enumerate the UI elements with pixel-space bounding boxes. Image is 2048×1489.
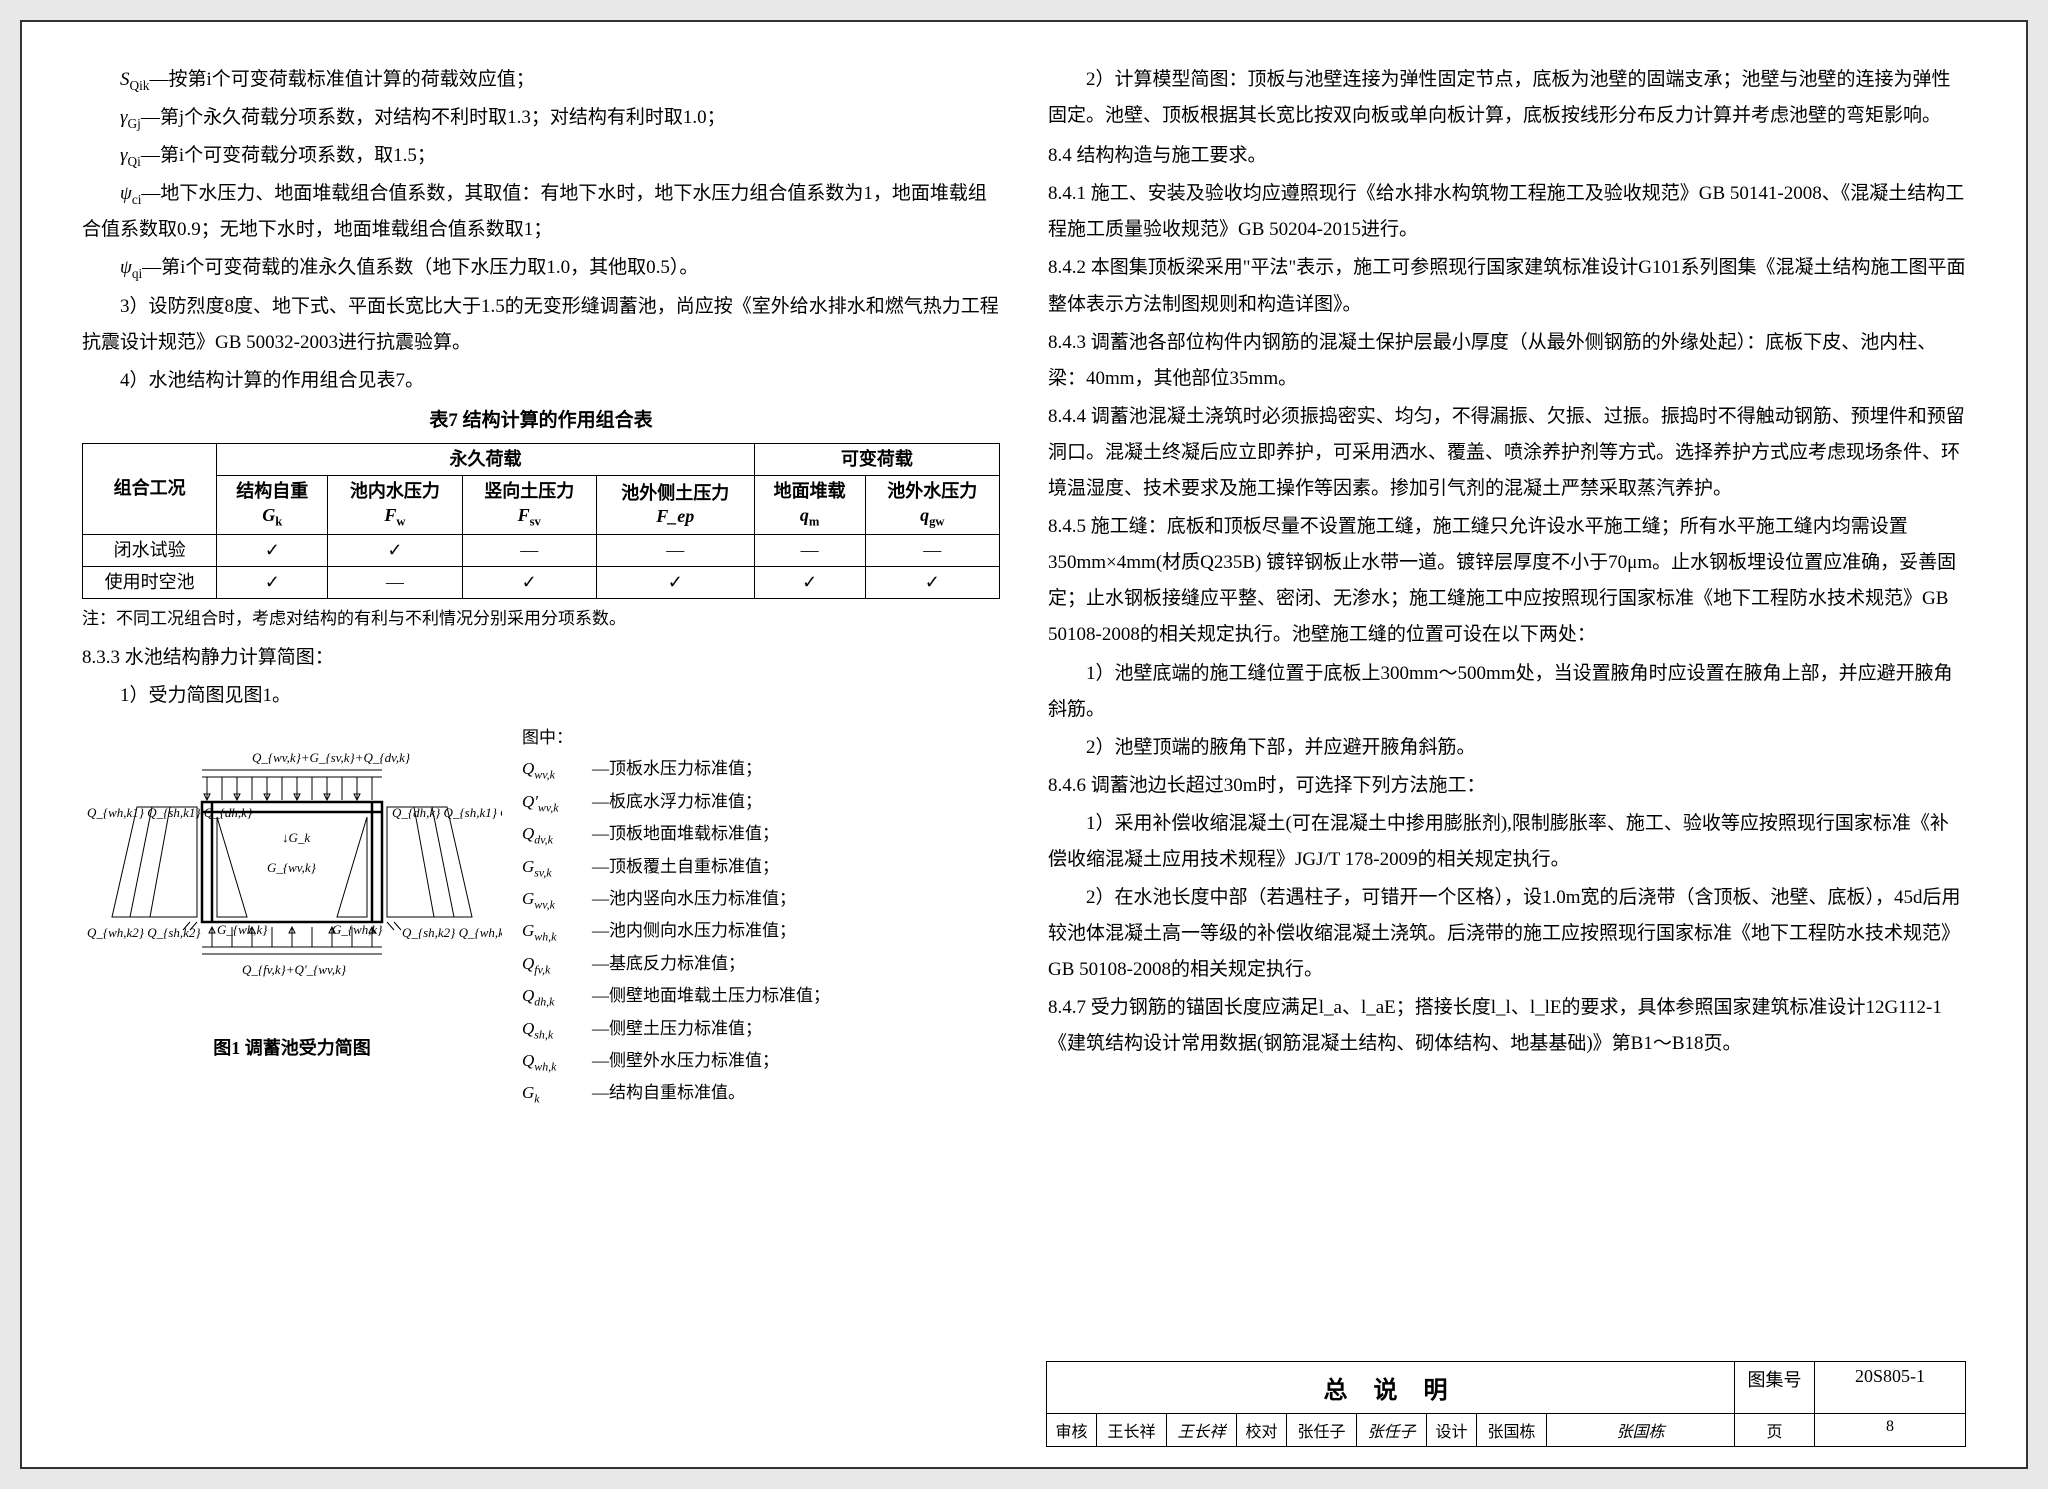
design-name: 张国栋 [1477, 1414, 1547, 1446]
p846-2: 2）在水池长度中部（若遇柱子，可错开一个区格），设1.0m宽的后浇带（含顶板、池… [1048, 880, 1966, 988]
design-sign: 张国栋 [1547, 1414, 1735, 1446]
p4: 4）水池结构计算的作用组合见表7。 [82, 363, 1000, 399]
p842: 8.4.2 本图集顶板梁采用"平法"表示，施工可参照现行国家建筑标准设计G101… [1048, 250, 1966, 322]
sheet-title: 总 说 明 [1047, 1362, 1735, 1413]
svg-text:Q_{fv,k}+Q'_{wv,k}: Q_{fv,k}+Q'_{wv,k} [242, 962, 347, 977]
group-var: 可变荷载 [754, 443, 999, 475]
p845-2: 2）池壁顶端的腋角下部，并应避开腋角斜筋。 [1048, 730, 1966, 766]
check-name: 张任子 [1287, 1414, 1357, 1446]
svg-text:Q_{sh,k2} Q_{wh,k2}: Q_{sh,k2} Q_{wh,k2} [402, 925, 502, 940]
figure1-legend: 图中： Qwv,k—顶板水压力标准值； Q'wv,k—板底水浮力标准值； Qdv… [522, 722, 830, 1110]
p-8-3-3-2: 2）计算模型简图：顶板与池壁连接为弹性固定节点，底板为池壁的固端支承；池壁与池壁… [1048, 62, 1966, 134]
c2: 池内水压力Fw [328, 476, 462, 534]
page-number: 8 [1815, 1414, 1965, 1446]
p3: 3）设防烈度8度、地下式、平面长宽比大于1.5的无变形缝调蓄池，尚应按《室外给水… [82, 289, 1000, 361]
p843: 8.4.3 调蓄池各部位构件内钢筋的混凝土保护层最小厚度（从最外侧钢筋的外缘处起… [1048, 325, 1966, 397]
def-pci: ψci—地下水压力、地面堆载组合值系数，其取值：有地下水时，地下水压力组合值系数… [82, 176, 1000, 248]
figure1-caption: 图1 调蓄池受力简图 [82, 1031, 502, 1065]
table-row: 闭水试验 ✓ ✓ — — — — [83, 534, 1000, 566]
figure1-area: Q_{wv,k}+G_{sv,k}+Q_{dv,k} Q_{wh,k1} Q_{… [82, 722, 1000, 1110]
table7: 组合工况 永久荷载 可变荷载 结构自重Gk 池内水压力Fw 竖向土压力Fsv 池… [82, 443, 1000, 600]
c4: 池外侧土压力F_ep [596, 476, 754, 534]
figure1-svg: Q_{wv,k}+G_{sv,k}+Q_{dv,k} Q_{wh,k1} Q_{… [82, 722, 502, 1012]
p845: 8.4.5 施工缝：底板和顶板尽量不设置施工缝，施工缝只允许设水平施工缝；所有水… [1048, 509, 1966, 653]
p846-1: 1）采用补偿收缩混凝土(可在混凝土中掺用膨胀剂),限制膨胀率、施工、验收等应按照… [1048, 806, 1966, 878]
series-number: 20S805-1 [1815, 1362, 1965, 1413]
p844: 8.4.4 调蓄池混凝土浇筑时必须振捣密实、均匀，不得漏振、欠振、过振。振捣时不… [1048, 399, 1966, 507]
figure1-box: Q_{wv,k}+G_{sv,k}+Q_{dv,k} Q_{wh,k1} Q_{… [82, 722, 502, 1110]
p845-1: 1）池壁底端的施工缝位置于底板上300mm～500mm处，当设置腋角时应设置在腋… [1048, 656, 1966, 728]
series-label: 图集号 [1735, 1362, 1815, 1413]
left-column: SQik—按第i个可变荷载标准值计算的荷载效应值； γGj—第j个永久荷载分项系… [82, 62, 1000, 1351]
c3: 竖向土压力Fsv [462, 476, 596, 534]
approve-sign: 王长祥 [1167, 1414, 1237, 1446]
check-label: 校对 [1237, 1414, 1287, 1446]
table-row: 使用时空池 ✓ — ✓ ✓ ✓ ✓ [83, 567, 1000, 599]
h833-1: 1）受力简图见图1。 [82, 678, 1000, 714]
approve-name: 王长祥 [1097, 1414, 1167, 1446]
svg-text:G_{wh,k}: G_{wh,k} [332, 922, 383, 937]
legend-title: 图中： [522, 722, 830, 753]
table7-title: 表7 结构计算的作用组合表 [82, 403, 1000, 439]
svg-text:Q_{dh,k} Q_{sh,k1} Q_{wh,k1}: Q_{dh,k} Q_{sh,k1} Q_{wh,k1} [392, 805, 502, 820]
svg-text:Q_{wh,k2} Q_{sh,k2}: Q_{wh,k2} Q_{sh,k2} [87, 925, 201, 940]
svg-text:G_{wh,k}: G_{wh,k} [217, 922, 268, 937]
svg-text:Q_{wv,k}+G_{sv,k}+Q_{dv,k}: Q_{wv,k}+G_{sv,k}+Q_{dv,k} [252, 750, 411, 765]
content-columns: SQik—按第i个可变荷载标准值计算的荷载效应值； γGj—第j个永久荷载分项系… [82, 62, 1966, 1351]
right-column: 2）计算模型简图：顶板与池壁连接为弹性固定节点，底板为池壁的固端支承；池壁与池壁… [1048, 62, 1966, 1351]
approve-label: 审核 [1047, 1414, 1097, 1446]
p847: 8.4.7 受力钢筋的锚固长度应满足l_a、l_aE；搭接长度l_l、l_lE的… [1048, 990, 1966, 1062]
def-sqik: SQik—按第i个可变荷载标准值计算的荷载效应值； [82, 62, 1000, 98]
design-label: 设计 [1427, 1414, 1477, 1446]
svg-text:Q_{wh,k1} Q_{sh,k1} Q_{dh,k}: Q_{wh,k1} Q_{sh,k1} Q_{dh,k} [87, 805, 253, 820]
svg-text:↓G_k: ↓G_k [282, 830, 310, 845]
h833: 8.3.3 水池结构静力计算简图： [82, 640, 1000, 676]
h84: 8.4 结构构造与施工要求。 [1048, 138, 1966, 174]
table7-note: 注：不同工况组合时，考虑对结构的有利与不利情况分别采用分项系数。 [82, 603, 1000, 635]
col-case: 组合工况 [83, 443, 217, 534]
group-perm: 永久荷载 [217, 443, 754, 475]
def-gqi: γQi—第i个可变荷载分项系数，取1.5； [82, 138, 1000, 174]
check-sign: 张任子 [1357, 1414, 1427, 1446]
def-ggj: γGj—第j个永久荷载分项系数，对结构不利时取1.3；对结构有利时取1.0； [82, 100, 1000, 136]
p846: 8.4.6 调蓄池边长超过30m时，可选择下列方法施工： [1048, 768, 1966, 804]
def-pqi: ψqi—第i个可变荷载的准永久值系数（地下水压力取1.0，其他取0.5）。 [82, 250, 1000, 286]
title-block: 总 说 明 图集号 20S805-1 审核 王长祥 王长祥 校对 张任子 张任子… [1046, 1361, 1966, 1447]
c6: 池外水压力qgw [865, 476, 999, 534]
svg-text:G_{wv,k}: G_{wv,k} [267, 860, 317, 875]
p841: 8.4.1 施工、安装及验收均应遵照现行《给水排水构筑物工程施工及验收规范》GB… [1048, 176, 1966, 248]
c5: 地面堆载qm [754, 476, 865, 534]
page: SQik—按第i个可变荷载标准值计算的荷载效应值； γGj—第j个永久荷载分项系… [20, 20, 2028, 1469]
c1: 结构自重Gk [217, 476, 328, 534]
page-label: 页 [1735, 1414, 1815, 1446]
